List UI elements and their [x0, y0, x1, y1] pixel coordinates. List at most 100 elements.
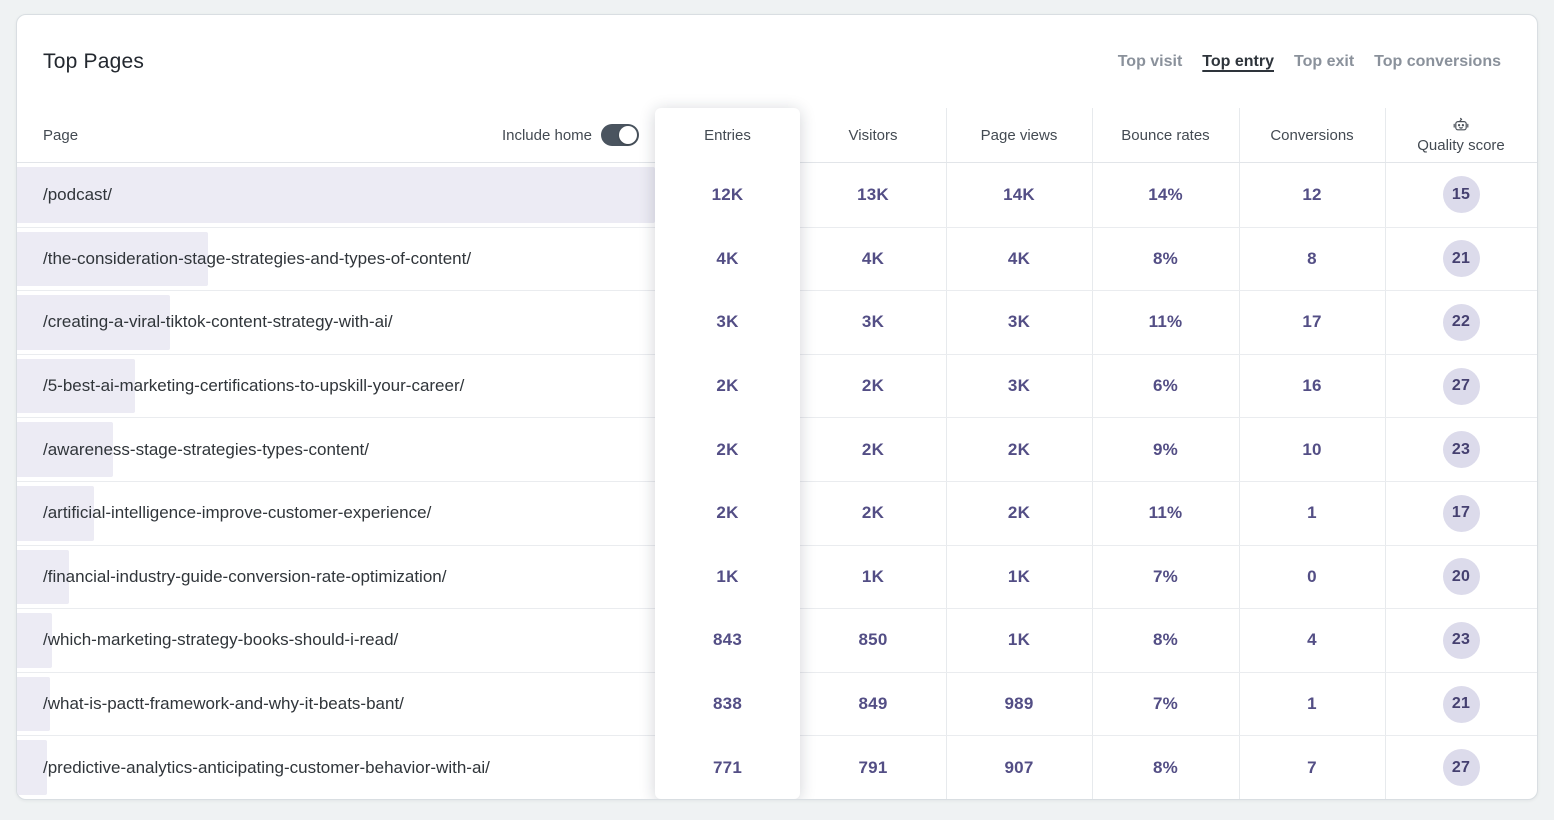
tab-top-entry[interactable]: Top entry: [1202, 52, 1274, 70]
entries-value: 3K: [716, 312, 739, 332]
quality-score-badge: 17: [1442, 494, 1480, 532]
quality-score-badge: 15: [1442, 176, 1480, 214]
column-divider: [1385, 108, 1386, 799]
conversions-value: 12: [1302, 184, 1322, 204]
bounce-rate-value: 8%: [1153, 757, 1178, 777]
page-views-value: 1K: [1007, 566, 1031, 586]
tab-top-visit[interactable]: Top visit: [1117, 52, 1183, 70]
visitors-value: 13K: [857, 184, 889, 204]
entries-value: 1K: [716, 566, 739, 586]
column-header-entries[interactable]: Entries: [655, 108, 800, 162]
quality-cell: 23: [1385, 609, 1537, 672]
table-row[interactable]: /awareness-stage-strategies-types-conten…: [17, 417, 1537, 481]
quality-cell: 17: [1385, 482, 1537, 545]
page-title: Top Pages: [43, 49, 145, 73]
entries-bar: [17, 358, 136, 414]
entries-bar: [17, 231, 209, 287]
visitors-header-label: Visitors: [848, 126, 898, 144]
quality-score-badge: 21: [1442, 240, 1480, 278]
tab-top-conversions[interactable]: Top conversions: [1374, 52, 1501, 70]
column-header-conversions[interactable]: Conversions: [1239, 108, 1385, 162]
page-cell: /artificial-intelligence-improve-custome…: [17, 482, 655, 545]
quality-score-badge: 23: [1442, 431, 1480, 469]
column-header-visitors[interactable]: Visitors: [800, 108, 946, 162]
table-row[interactable]: /financial-industry-guide-conversion-rat…: [17, 544, 1537, 609]
bounce-rate-value: 9%: [1153, 439, 1178, 459]
table-row[interactable]: /podcast/ 12K 13K 14K 14% 12 15: [17, 163, 1537, 227]
visitors-value: 850: [858, 630, 888, 650]
table-row[interactable]: /the-consideration-stage-strategies-and-…: [17, 226, 1537, 291]
column-header-bounce-rates[interactable]: Bounce rates: [1092, 108, 1239, 162]
bounce-rates-header-label: Bounce rates: [1121, 126, 1210, 144]
conversions-value: 4: [1307, 630, 1317, 650]
page-path: /what-is-pactt-framework-and-why-it-beat…: [43, 694, 404, 714]
page-path: /5-best-ai-marketing-certifications-to-u…: [43, 376, 465, 396]
quality-cell: 20: [1385, 546, 1537, 609]
include-home-toggle[interactable]: [601, 124, 639, 146]
bounce-rate-value: 7%: [1153, 566, 1178, 586]
bounce-rate-value: 11%: [1148, 503, 1183, 523]
top-pages-table: Page Include home Entries Visitors Page …: [17, 108, 1537, 799]
conversions-value: 1: [1307, 694, 1317, 714]
page-cell: /predictive-analytics-anticipating-custo…: [17, 736, 655, 799]
entries-bar: [17, 740, 47, 795]
view-tabs: Top visit Top entry Top exit Top conversion…: [1118, 53, 1501, 71]
page-views-value: 3K: [1007, 376, 1031, 396]
page-path: /awareness-stage-strategies-types-conten…: [43, 439, 369, 459]
entries-bar: [17, 295, 171, 350]
table-row[interactable]: /which-marketing-strategy-books-should-i…: [17, 608, 1537, 672]
entries-header-label: Entries: [704, 126, 751, 144]
page-views-value: 2K: [1007, 503, 1031, 523]
entries-bar: [17, 167, 655, 223]
table-row[interactable]: /5-best-ai-marketing-certifications-to-u…: [17, 353, 1537, 418]
entries-value: 2K: [716, 439, 739, 459]
column-divider: [1092, 108, 1093, 799]
entries-bar: [17, 422, 113, 477]
column-divider: [946, 108, 947, 799]
page-cell: /5-best-ai-marketing-certifications-to-u…: [17, 355, 655, 418]
quality-cell: 21: [1385, 673, 1537, 736]
entries-value: 838: [713, 694, 742, 714]
quality-cell: 27: [1385, 355, 1537, 418]
visitors-value: 849: [858, 694, 888, 714]
conversions-value: 16: [1302, 376, 1322, 396]
page-path: /the-consideration-stage-strategies-and-…: [43, 248, 472, 268]
conversions-value: 7: [1307, 757, 1317, 777]
page-header-label: Page: [43, 126, 79, 144]
conversions-value: 0: [1307, 566, 1317, 586]
conversions-header-label: Conversions: [1270, 126, 1354, 144]
table-row[interactable]: /predictive-analytics-anticipating-custo…: [17, 735, 1537, 799]
page-views-value: 14K: [1003, 184, 1035, 204]
entries-value: 2K: [716, 503, 739, 523]
visitors-value: 3K: [861, 312, 885, 332]
quality-cell: 21: [1385, 228, 1537, 291]
entries-bar: [17, 676, 51, 732]
table-row[interactable]: /artificial-intelligence-improve-custome…: [17, 480, 1537, 545]
page-path: /predictive-analytics-anticipating-custo…: [43, 757, 490, 777]
quality-score-badge: 22: [1442, 303, 1480, 341]
page-views-value: 4K: [1007, 248, 1031, 268]
page-cell: /creating-a-viral-tiktok-content-strateg…: [17, 291, 655, 354]
page-cell: /podcast/: [17, 163, 655, 227]
page-views-value: 2K: [1007, 439, 1031, 459]
visitors-value: 791: [858, 757, 888, 777]
page-cell: /awareness-stage-strategies-types-conten…: [17, 418, 655, 481]
table-row[interactable]: /creating-a-viral-tiktok-content-strateg…: [17, 290, 1537, 354]
entries-value: 4K: [716, 248, 739, 268]
quality-cell: 15: [1385, 163, 1537, 227]
page-views-value: 3K: [1007, 312, 1031, 332]
table-row[interactable]: /what-is-pactt-framework-and-why-it-beat…: [17, 671, 1537, 736]
quality-score-badge: 27: [1442, 367, 1480, 405]
tab-top-exit[interactable]: Top exit: [1294, 52, 1355, 70]
page-views-value: 907: [1004, 757, 1034, 777]
entries-column-highlight: [655, 108, 800, 799]
quality-score-header-label: Quality score: [1417, 136, 1505, 154]
quality-cell: 23: [1385, 418, 1537, 481]
bounce-rate-value: 7%: [1153, 694, 1178, 714]
visitors-value: 4K: [861, 248, 885, 268]
table-header-row: Page Include home Entries Visitors Page …: [17, 108, 1537, 163]
column-header-page-views[interactable]: Page views: [946, 108, 1092, 162]
column-header-quality-score[interactable]: Quality score: [1385, 108, 1537, 162]
conversions-value: 17: [1302, 312, 1322, 332]
entries-value: 2K: [716, 376, 739, 396]
